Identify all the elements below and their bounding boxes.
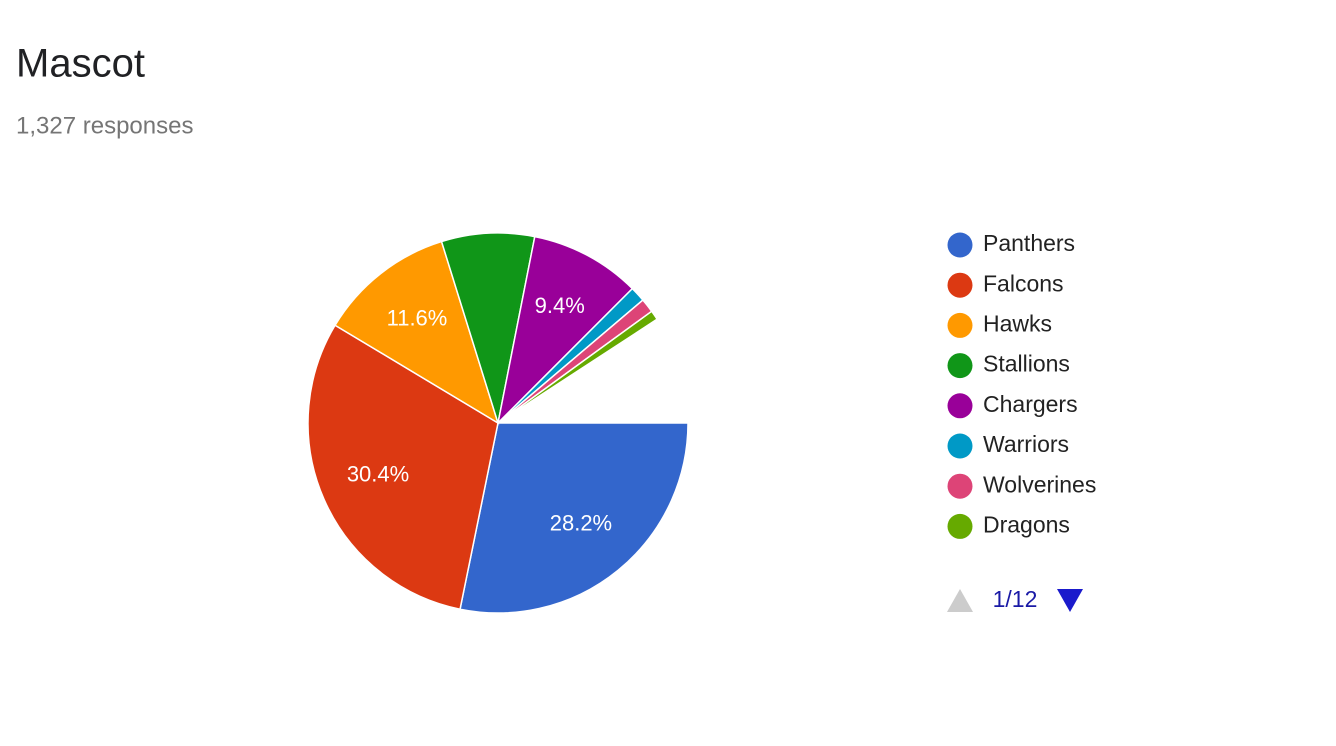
legend-label: Panthers — [983, 230, 1075, 256]
pie-slice — [334, 240, 500, 425]
pie-slice — [307, 324, 499, 611]
data-label: 30.4% — [347, 462, 409, 487]
legend-label: Stallions — [983, 351, 1070, 377]
legend-swatch — [947, 513, 973, 539]
data-label: 9.4% — [535, 293, 585, 318]
legend-prev-button[interactable] — [947, 589, 973, 612]
pie-slice — [459, 422, 689, 614]
data-label: 11.6% — [387, 306, 448, 331]
legend-swatch — [947, 312, 973, 338]
legend-swatch — [947, 232, 973, 258]
pie-slice — [440, 232, 536, 424]
data-label: 28.2% — [550, 510, 612, 535]
legend-swatch — [947, 393, 973, 419]
legend-swatch — [947, 272, 973, 298]
chart-title: Mascot — [16, 42, 145, 86]
legend-swatch — [947, 353, 973, 379]
chart-subtitle: 1,327 responses — [16, 112, 193, 139]
legend-label: Hawks — [983, 310, 1052, 336]
legend-label: Falcons — [983, 270, 1064, 296]
legend-label: Warriors — [983, 431, 1069, 457]
legend-swatch — [947, 433, 973, 459]
legend-page-indicator: 1/12 — [993, 586, 1038, 612]
pie-slice — [496, 235, 634, 426]
legend-swatch — [947, 473, 973, 499]
legend-label: Wolverines — [983, 471, 1096, 497]
legend-label: Dragons — [983, 511, 1070, 537]
pie-slice — [497, 310, 659, 424]
legend-next-button[interactable] — [1057, 589, 1083, 612]
legend-label: Chargers — [983, 391, 1078, 417]
